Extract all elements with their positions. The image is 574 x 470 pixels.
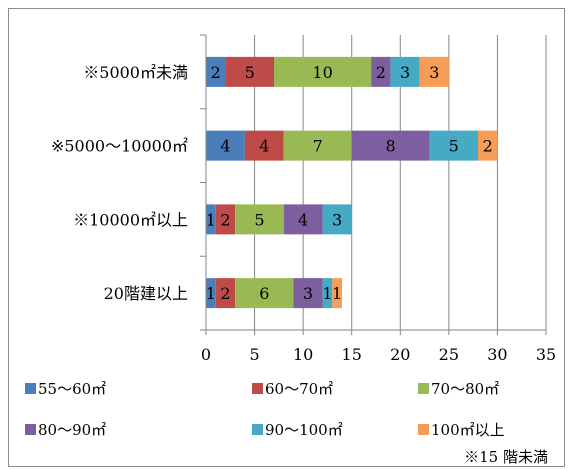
x-tick-label: 0 [201,345,211,364]
legend-label: 60～70㎡ [265,380,333,398]
bar-segment [244,130,284,161]
bar-segment [225,56,274,87]
bar-segment [206,278,216,309]
bar-segment [235,204,284,235]
x-tick-label: 15 [342,345,362,364]
bar-segment [322,278,333,309]
data-label: 10 [312,63,332,82]
data-label: 4 [259,137,269,156]
bar-segment [283,204,323,235]
x-tick-label: 30 [487,345,507,364]
data-label: 5 [449,137,459,156]
bar-segment [283,130,352,161]
bar-segment [351,130,430,161]
data-label: 4 [220,137,230,156]
data-label: 1 [322,284,332,303]
bar-segment [429,130,478,161]
data-label: 3 [332,210,342,229]
x-tick-label: 25 [439,345,459,364]
bar-segment [206,56,226,87]
legend: 55～60㎡ 60～70㎡ 70～80㎡ 80～90㎡ 90～100㎡ 100㎡以上 [25,380,505,439]
legend-swatch [25,424,36,435]
legend-label: 100㎡以上 [431,421,505,439]
legend-swatch [252,383,263,394]
category-label: ※10000㎡以上 [73,210,188,229]
bar-segment [419,56,449,87]
legend-swatch [252,424,263,435]
legend-label: 70～80㎡ [431,380,499,398]
legend-swatch [418,383,429,394]
bar-segment [478,130,498,161]
data-label: 5 [254,210,264,229]
bar-segment [293,278,323,309]
data-label: 2 [376,63,386,82]
bar-segment [390,56,420,87]
x-tick-label: 35 [536,345,556,364]
data-label: 3 [400,63,410,82]
data-label: 8 [385,137,395,156]
data-label: 1 [332,284,342,303]
bar-segment [322,204,352,235]
legend-swatch [418,424,429,435]
category-label: ※5000～10000㎡ [51,137,188,156]
data-label: 3 [303,284,313,303]
data-label: 1 [206,210,216,229]
bar-segment [274,56,372,87]
legend-swatch [25,383,36,394]
data-label: 4 [298,210,308,229]
bar-segment [371,56,391,87]
bar-segment [235,278,294,309]
axes: ※5000㎡未満 ※5000～10000㎡ ※10000㎡以上 20階建以上 0 5 10 1… [51,34,556,364]
legend-label: 80～90㎡ [38,421,106,439]
category-label: ※5000㎡未満 [83,63,188,82]
x-tick-label: 20 [390,345,410,364]
data-label: 2 [220,284,230,303]
bars [206,56,498,309]
x-tick-label: 10 [293,345,313,364]
bar-segment [215,278,236,309]
bar-segment [206,130,245,161]
data-label: 5 [245,63,255,82]
bar-segment [215,204,236,235]
data-label: 6 [259,284,269,303]
data-label: 2 [211,63,221,82]
category-label: 20階建以上 [104,284,188,303]
data-label: 7 [313,137,323,156]
data-labels: 2 5 10 2 3 34 4 7 8 5 21 2 5 4 31 2 6 3 1 1 [206,63,493,303]
footnote: ※15 階未満 [464,448,548,466]
data-label: 2 [220,210,230,229]
x-tick-label: 5 [249,345,259,364]
legend-label: 55～60㎡ [38,380,106,398]
data-label: 1 [206,284,216,303]
bar-segment [206,204,216,235]
bar-segment [332,278,342,309]
legend-label: 90～100㎡ [265,421,343,439]
data-label: 2 [483,137,493,156]
data-label: 3 [429,63,439,82]
